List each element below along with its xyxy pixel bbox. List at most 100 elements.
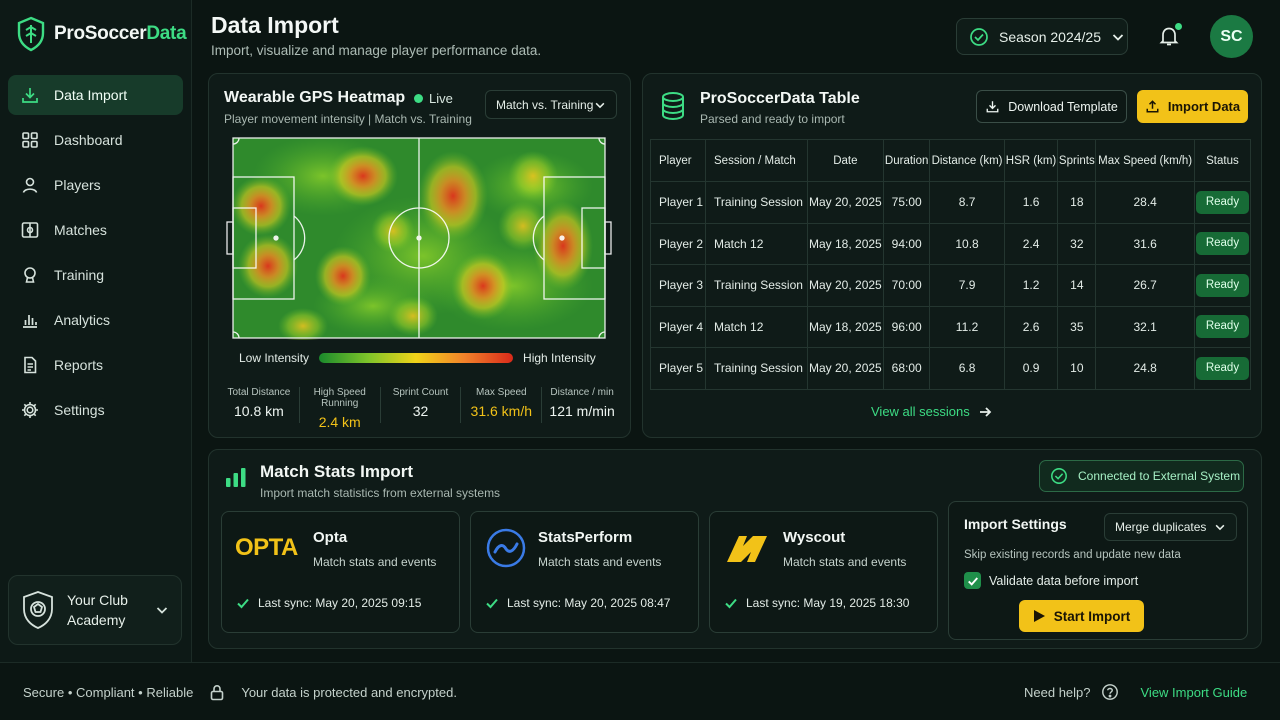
table-cell: 35	[1057, 305, 1097, 348]
provider-card-statsperform[interactable]: StatsPerform Match stats and events Last…	[470, 511, 699, 633]
provider-sync-status: Last sync: May 20, 2025 09:15	[236, 596, 421, 610]
table-cell: May 18, 2025	[806, 305, 885, 348]
table-cell: 26.7	[1095, 264, 1195, 307]
table-cell: Player 2	[649, 222, 707, 265]
download-template-label: Download Template	[1008, 99, 1118, 114]
club-switcher[interactable]: Your Club Academy	[8, 575, 182, 645]
sidebar-item-matches[interactable]: Matches	[8, 210, 183, 250]
heatmap-pitch[interactable]	[223, 136, 615, 340]
merge-mode-note: Skip existing records and update new dat…	[964, 549, 1181, 561]
column-header[interactable]: Max Speed (km/h)	[1095, 139, 1195, 182]
view-all-label: View all sessions	[871, 404, 970, 419]
sidebar-item-players[interactable]: Players	[8, 165, 183, 205]
stat-label: Total Distance	[227, 387, 291, 398]
download-template-button[interactable]: Download Template	[976, 90, 1127, 123]
provider-card-wyscout[interactable]: Wyscout Match stats and events Last sync…	[709, 511, 938, 633]
column-header[interactable]: Date	[806, 139, 885, 182]
wyscout-logo-icon	[727, 536, 767, 562]
chevron-down-icon	[1215, 524, 1225, 531]
sidebar-item-analytics[interactable]: Analytics	[8, 300, 183, 340]
document-icon	[24, 356, 37, 374]
bell-icon[interactable]	[1157, 24, 1181, 48]
sidebar-item-training[interactable]: Training	[8, 255, 183, 295]
table-cell: Match 12	[705, 305, 808, 348]
brand-name: ProSoccerData	[54, 23, 187, 44]
sidebar-item-data-import[interactable]: Data Import	[8, 75, 183, 115]
sidebar-item-dashboard[interactable]: Dashboard	[8, 120, 183, 160]
gear-icon	[22, 402, 38, 418]
provider-sync-text: Last sync: May 19, 2025 18:30	[746, 596, 910, 610]
stat-total-distance: Total Distance 10.8 km	[219, 387, 300, 423]
table-row[interactable]: Player 3 Training Session May 20, 2025 7…	[649, 264, 1252, 307]
stat-label: High Speed Running	[313, 387, 366, 409]
table-cell: Training Session	[705, 181, 808, 224]
live-indicator: Live	[414, 91, 453, 106]
database-icon	[662, 92, 684, 121]
heat-blobs	[231, 136, 593, 340]
stat-label: Distance / min	[550, 387, 614, 398]
page-subtitle: Import, visualize and manage player perf…	[211, 43, 542, 58]
brand-logo[interactable]: ProSoccerData	[16, 16, 187, 52]
chevron-down-icon	[1112, 33, 1124, 41]
table-row[interactable]: Player 5 Training Session May 20, 2025 6…	[649, 347, 1252, 390]
table-cell: 75:00	[883, 181, 931, 224]
heatmap-subtitle: Player movement intensity | Match vs. Tr…	[224, 112, 472, 126]
table-row[interactable]: Player 1 Training Session May 20, 2025 7…	[649, 181, 1252, 224]
provider-card-opta[interactable]: OPTA Opta Match stats and events Last sy…	[221, 511, 460, 633]
sidebar-item-label: Reports	[54, 357, 104, 373]
sidebar-item-reports[interactable]: Reports	[8, 345, 183, 385]
download-icon	[22, 88, 38, 103]
merge-mode-select[interactable]: Merge duplicates	[1104, 513, 1237, 541]
sidebar-nav: Data Import Dashboard Players Matches Tr…	[8, 75, 183, 435]
view-import-guide-link[interactable]: View Import Guide	[1140, 684, 1248, 700]
table-title: ProSoccerData Table	[700, 90, 860, 107]
validate-option[interactable]: Validate data before import	[964, 572, 1138, 589]
table-cell: May 20, 2025	[806, 181, 885, 224]
live-label: Live	[429, 91, 453, 106]
provider-description: Match stats and events	[783, 555, 907, 569]
club-crest-icon	[23, 591, 53, 629]
bar-chart-icon	[226, 468, 246, 487]
table-cell: 94:00	[883, 222, 931, 265]
sidebar-item-label: Training	[54, 267, 105, 283]
status-cell: Ready	[1193, 222, 1252, 265]
table-cell: 7.9	[929, 264, 1005, 307]
avatar[interactable]: SC	[1210, 15, 1253, 58]
import-settings-panel: Import Settings Merge duplicates Skip ex…	[948, 501, 1248, 640]
season-select[interactable]: Season 2024/25	[956, 18, 1128, 55]
connected-status-badge: Connected to External System	[1039, 460, 1244, 492]
status-cell: Ready	[1193, 347, 1252, 390]
column-header[interactable]: Distance (km)	[929, 139, 1005, 182]
import-data-button[interactable]: Import Data	[1137, 90, 1248, 123]
sidebar-item-label: Matches	[54, 222, 107, 238]
table-cell: 32	[1057, 222, 1097, 265]
column-header[interactable]: Player	[649, 139, 707, 182]
column-header[interactable]: Session / Match	[705, 139, 808, 182]
table-cell: 0.9	[1003, 347, 1059, 390]
table-cell: 70:00	[883, 264, 931, 307]
column-header[interactable]: Status	[1193, 139, 1252, 182]
sidebar-item-settings[interactable]: Settings	[8, 390, 183, 430]
column-header[interactable]: Sprints	[1057, 139, 1097, 182]
validate-checkbox[interactable]	[964, 572, 981, 589]
table-cell: 96:00	[883, 305, 931, 348]
table-row[interactable]: Player 4 Match 12 May 18, 2025 96:00 11.…	[649, 305, 1252, 348]
start-import-button[interactable]: Start Import	[1019, 600, 1144, 632]
heatmap-filter-select[interactable]: Match vs. Training	[485, 90, 617, 119]
provider-description: Match stats and events	[538, 555, 662, 569]
notification-dot	[1175, 23, 1182, 30]
provider-name: Opta	[313, 529, 348, 546]
provider-name: StatsPerform	[538, 529, 633, 546]
table-row[interactable]: Player 2 Match 12 May 18, 2025 94:00 10.…	[649, 222, 1252, 265]
provider-sync-status: Last sync: May 20, 2025 08:47	[485, 596, 670, 610]
stat-distance-per-min: Distance / min 121 m/min	[542, 387, 622, 423]
column-header[interactable]: HSR (km)	[1003, 139, 1059, 182]
upload-icon	[1146, 100, 1159, 113]
table-cell: 28.4	[1095, 181, 1195, 224]
help-circle-icon[interactable]	[1101, 683, 1119, 701]
view-all-sessions-link[interactable]: View all sessions	[871, 404, 992, 419]
footer-protected: Your data is protected and encrypted.	[241, 685, 457, 700]
table-cell: 6.8	[929, 347, 1005, 390]
statsperform-logo-icon	[486, 528, 526, 568]
column-header[interactable]: Duration	[883, 139, 931, 182]
